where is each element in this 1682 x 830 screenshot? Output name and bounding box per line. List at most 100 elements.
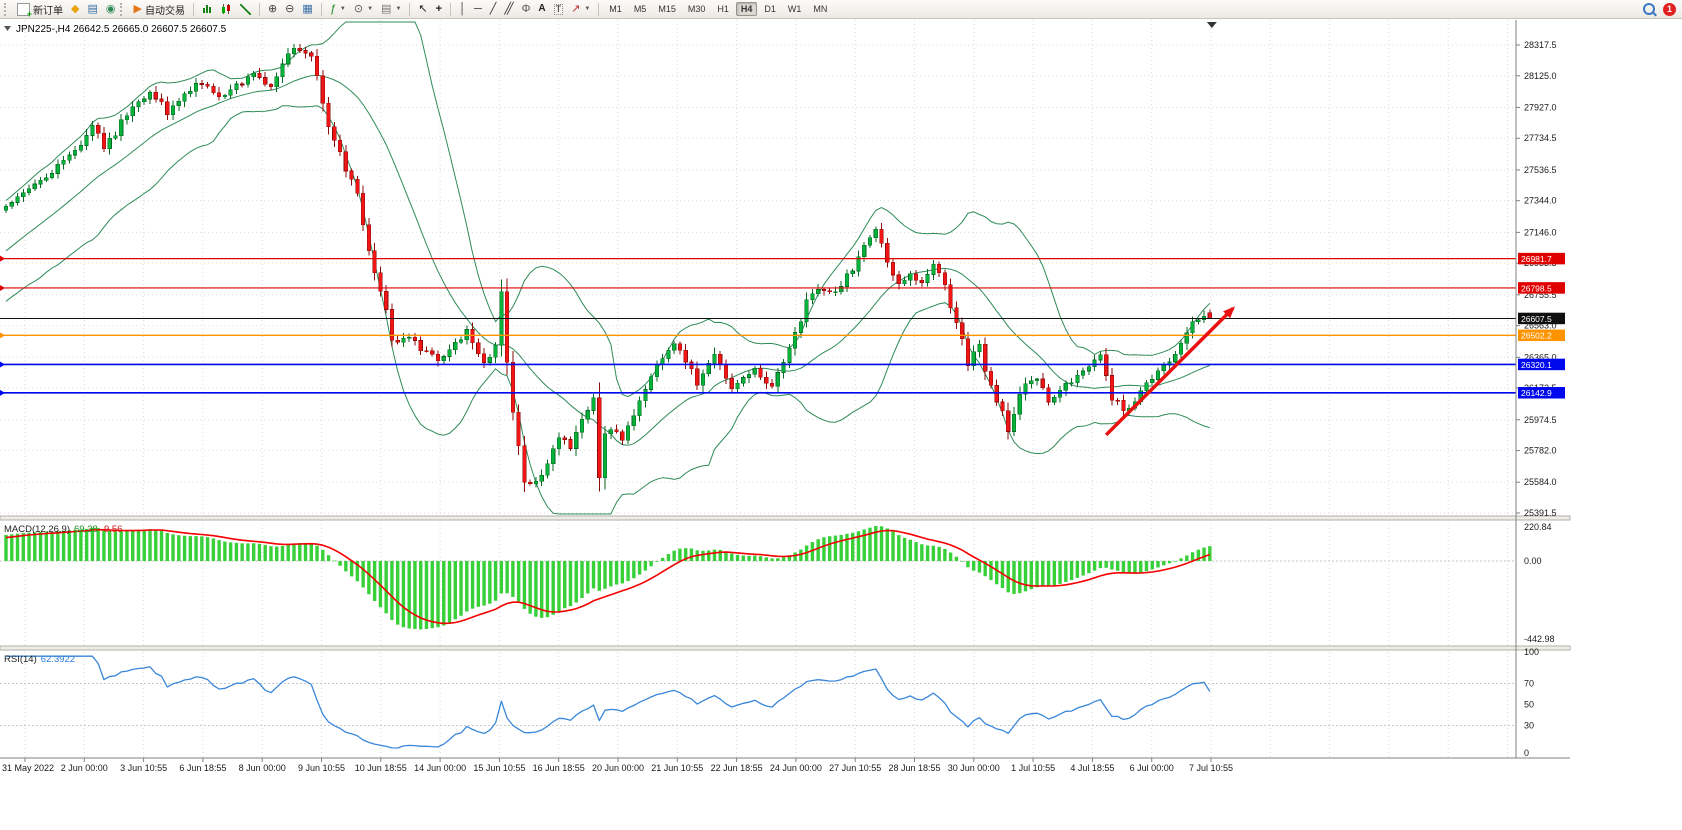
price-tag-label: 26798.5 bbox=[1521, 283, 1552, 293]
panel-splitter-macd[interactable] bbox=[0, 515, 1571, 521]
zoom-out-icon: ⊖ bbox=[285, 2, 295, 15]
tile-windows-icon: ▦ bbox=[302, 2, 313, 15]
clock-icon: ⊙ bbox=[353, 2, 364, 15]
time-axis-label: 24 Jun 00:00 bbox=[770, 763, 822, 773]
time-axis-label: 1 Jul 10:55 bbox=[1011, 763, 1055, 773]
rsi-scale-label: 70 bbox=[1524, 679, 1534, 689]
indicators-icon: ƒ bbox=[329, 2, 336, 15]
timeframe-m1-button[interactable]: M1 bbox=[604, 2, 627, 16]
text-icon: A bbox=[538, 3, 546, 14]
data-window-button[interactable]: ◉ bbox=[102, 1, 120, 17]
line-chart-icon bbox=[239, 3, 251, 15]
toolbar-separator bbox=[192, 2, 194, 16]
price-axis-label: 27344.0 bbox=[1524, 196, 1557, 206]
price-axis-label: 28125.0 bbox=[1524, 71, 1557, 81]
time-axis-label: 3 Jun 10:55 bbox=[120, 763, 167, 773]
trendline-button[interactable]: ╱ bbox=[486, 1, 501, 17]
new-order-label: 新订单 bbox=[33, 5, 63, 17]
text-label-button[interactable]: T bbox=[550, 1, 568, 17]
rsi-panel bbox=[6, 655, 1211, 749]
chevron-down-icon: ▼ bbox=[395, 6, 402, 12]
chevron-down-icon: ▼ bbox=[339, 6, 346, 12]
periods-button[interactable]: ⊙ ▼ bbox=[350, 1, 377, 17]
timeframe-m30-button[interactable]: M30 bbox=[683, 2, 711, 16]
price-axis-label: 25584.0 bbox=[1524, 477, 1557, 487]
zoom-in-button[interactable]: ⊕ bbox=[264, 1, 281, 17]
text-button[interactable]: A bbox=[534, 1, 549, 17]
notification-badge[interactable]: 1 bbox=[1663, 2, 1676, 16]
line-chart-button[interactable] bbox=[236, 1, 255, 17]
zoom-out-button[interactable]: ⊖ bbox=[281, 1, 298, 17]
price-axis[interactable]: 28317.5 28125.0 27927.0 27734.5 27536.5 27344… bbox=[1516, 40, 1565, 758]
timeframe-w1-button[interactable]: W1 bbox=[783, 2, 807, 16]
templates-button[interactable]: ▤ ▼ bbox=[377, 1, 405, 17]
candlestick-chart-icon bbox=[220, 3, 232, 15]
price-tag bbox=[1518, 282, 1565, 294]
toolbar-grip[interactable] bbox=[4, 2, 9, 16]
timeframe-h4-button[interactable]: H4 bbox=[735, 2, 758, 16]
time-axis-label: 30 Jun 00:00 bbox=[948, 763, 1000, 773]
timeframe-m15-button[interactable]: M15 bbox=[653, 2, 681, 16]
fibonacci-button[interactable]: Φ bbox=[518, 1, 535, 17]
price-tag-label: 26142.9 bbox=[1521, 388, 1552, 398]
search-icon[interactable] bbox=[1643, 3, 1655, 15]
channel-icon: ╱╱ bbox=[504, 2, 513, 15]
trend-arrow-group[interactable] bbox=[1104, 306, 1236, 437]
price-axis-label: 26755.5 bbox=[1524, 290, 1557, 300]
time-axis-label: 31 May 2022 bbox=[2, 763, 54, 773]
text-label-icon: T bbox=[553, 3, 564, 15]
time-axis-label: 4 Jul 18:55 bbox=[1070, 763, 1114, 773]
chart-shift-marker[interactable] bbox=[1206, 22, 1217, 28]
vertical-line-icon: │ bbox=[459, 2, 466, 15]
bar-chart-button[interactable] bbox=[198, 1, 217, 17]
new-order-button[interactable]: 新订单 bbox=[13, 1, 67, 19]
price-axis-label: 25974.5 bbox=[1524, 415, 1557, 425]
price-tag bbox=[1518, 387, 1565, 399]
bar-chart-icon bbox=[201, 3, 213, 15]
autotrade-button[interactable]: ▶ 自动交易 bbox=[129, 1, 188, 17]
market-watch-button[interactable]: ▤ bbox=[83, 1, 101, 17]
chevron-down-icon: ▼ bbox=[367, 6, 374, 12]
timeframe-h1-button[interactable]: H1 bbox=[712, 2, 734, 16]
line-anchor-icon bbox=[0, 255, 5, 262]
time-axis-label: 20 Jun 00:00 bbox=[592, 763, 644, 773]
trend-arrow[interactable] bbox=[1104, 306, 1236, 437]
chart-title: JPN225-,H4 26642.5 26665.0 26607.5 26607… bbox=[16, 24, 227, 35]
toolbar-separator bbox=[598, 2, 600, 16]
price-axis-label: 25391.5 bbox=[1524, 508, 1557, 518]
price-tag bbox=[1518, 252, 1565, 265]
one-click-trading-toggle[interactable] bbox=[4, 26, 11, 31]
candlestick-chart-button[interactable] bbox=[217, 1, 236, 17]
arrows-button[interactable]: ↗ ▼ bbox=[567, 1, 594, 17]
price-axis-label: 26563.0 bbox=[1524, 321, 1557, 331]
wizard-button[interactable]: ◆ bbox=[67, 1, 83, 17]
line-anchor-icon bbox=[0, 389, 5, 396]
top-toolbar: 新订单 ◆ ▤ ◉ ▶自动交易 ⊕ ⊖ ▦ ƒ▼ ⊙▼ ▤▼ ↖ + │ ─ ╱… bbox=[0, 0, 1682, 19]
fibonacci-icon: Φ bbox=[521, 2, 531, 15]
rsi-label: RSI(14) 62.3922 bbox=[4, 654, 75, 665]
indicators-button[interactable]: ƒ ▼ bbox=[326, 1, 350, 17]
crosshair-button[interactable]: + bbox=[432, 1, 446, 17]
timeframe-mn-button[interactable]: MN bbox=[808, 2, 832, 16]
rsi-scale-label: 0 bbox=[1524, 748, 1529, 758]
tile-windows-button[interactable]: ▦ bbox=[298, 1, 316, 17]
toolbar-grip-2[interactable] bbox=[120, 2, 125, 16]
channel-button[interactable]: ╱╱ bbox=[500, 1, 517, 17]
time-axis[interactable]: 31 May 2022 2 Jun 00:00 3 Jun 10:55 6 Jun 1… bbox=[2, 758, 1233, 773]
trendline-icon: ╱ bbox=[489, 2, 497, 15]
template-icon: ▤ bbox=[381, 2, 392, 15]
timeframe-m5-button[interactable]: M5 bbox=[629, 2, 652, 16]
data-window-icon: ◉ bbox=[105, 2, 116, 15]
panel-splitter-rsi[interactable] bbox=[0, 645, 1571, 651]
autotrade-icon: ▶ bbox=[133, 2, 142, 15]
time-axis-label: 16 Jun 18:55 bbox=[533, 763, 585, 773]
candles-layer bbox=[3, 43, 1212, 493]
arrow-object-icon: ↗ bbox=[571, 2, 581, 15]
cursor-button[interactable]: ↖ bbox=[414, 1, 431, 17]
crosshair-icon: + bbox=[435, 2, 443, 15]
horizontal-line-button[interactable]: ─ bbox=[470, 1, 486, 17]
timeframe-d1-button[interactable]: D1 bbox=[759, 2, 781, 16]
price-axis-label: 27536.5 bbox=[1524, 165, 1557, 175]
vertical-line-button[interactable]: │ bbox=[455, 1, 470, 17]
